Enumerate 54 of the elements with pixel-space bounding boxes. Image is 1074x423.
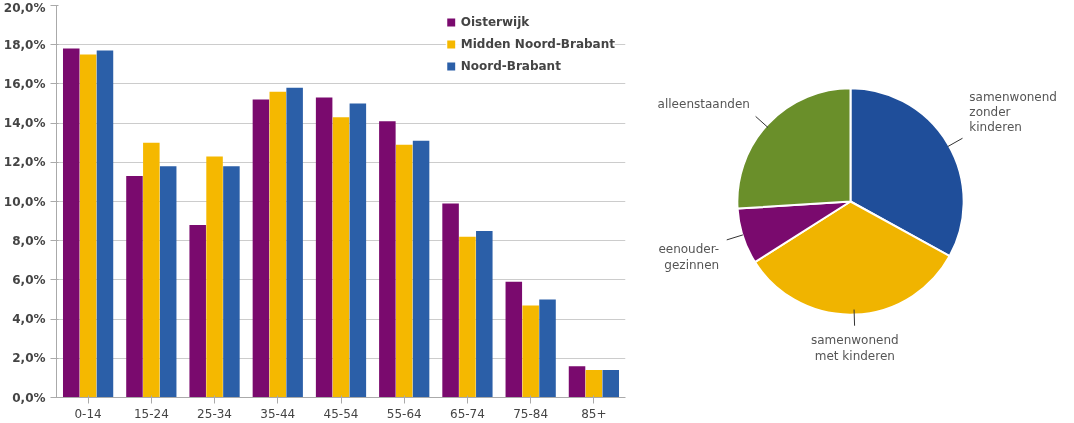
bar bbox=[62, 48, 80, 398]
legend-label: Noord-Brabant bbox=[460, 59, 561, 73]
bar bbox=[568, 366, 586, 398]
y-tick-label: 18,0% bbox=[3, 37, 46, 52]
legend-label: Midden Noord-Brabant bbox=[460, 37, 615, 51]
y-tick-label: 16,0% bbox=[3, 76, 46, 91]
y-tick-label: 14,0% bbox=[3, 116, 46, 131]
bar bbox=[412, 140, 430, 398]
slice-label: samenwonend zonder kinderen bbox=[969, 89, 1057, 135]
bar bbox=[252, 99, 270, 398]
bar bbox=[79, 54, 97, 398]
x-tick-label: 75-84 bbox=[513, 406, 549, 421]
bar bbox=[269, 91, 287, 398]
x-tick-label: 65-74 bbox=[450, 406, 485, 421]
bar bbox=[159, 166, 177, 398]
y-tick-label: 10,0% bbox=[3, 194, 46, 209]
bar bbox=[126, 176, 143, 398]
x-tick-label: 85+ bbox=[581, 406, 607, 421]
bar bbox=[332, 117, 350, 398]
y-tick-label: 4,0% bbox=[12, 312, 46, 327]
y-tick-label: 0,0% bbox=[12, 390, 46, 405]
bar bbox=[206, 156, 223, 398]
x-tick-label: 25-34 bbox=[197, 406, 232, 421]
bar bbox=[286, 87, 303, 398]
x-tick-label: 15-24 bbox=[133, 406, 169, 421]
y-tick-label: 8,0% bbox=[12, 233, 46, 248]
bar bbox=[96, 50, 114, 398]
slice-label: samenwonend met kinderen bbox=[811, 333, 899, 363]
bar bbox=[522, 305, 539, 398]
bar bbox=[442, 203, 459, 398]
bar bbox=[602, 370, 620, 398]
bar bbox=[379, 121, 396, 398]
slice-label: alleenstaanden bbox=[657, 97, 750, 112]
bar bbox=[459, 236, 476, 398]
bar bbox=[315, 97, 333, 398]
x-tick-label: 35-44 bbox=[260, 406, 296, 421]
y-tick-label: 2,0% bbox=[12, 351, 46, 366]
x-tick-label: 45-54 bbox=[323, 406, 359, 421]
y-tick-label: 12,0% bbox=[3, 155, 46, 170]
bar bbox=[223, 166, 240, 398]
bar bbox=[476, 230, 493, 398]
y-tick-label: 20,0% bbox=[3, 0, 46, 15]
bar bbox=[585, 370, 603, 398]
slice-label: eenouder- gezinnen bbox=[658, 242, 720, 272]
bar bbox=[505, 281, 523, 398]
x-tick-label: 0-14 bbox=[74, 406, 102, 421]
bar bbox=[395, 144, 413, 398]
x-tick-label: 55-64 bbox=[386, 406, 422, 421]
bar bbox=[143, 142, 160, 398]
bar bbox=[189, 225, 206, 398]
bar bbox=[539, 299, 556, 398]
legend-label: Oisterwijk bbox=[460, 15, 530, 29]
bar bbox=[349, 103, 367, 398]
y-tick-label: 6,0% bbox=[12, 272, 46, 287]
